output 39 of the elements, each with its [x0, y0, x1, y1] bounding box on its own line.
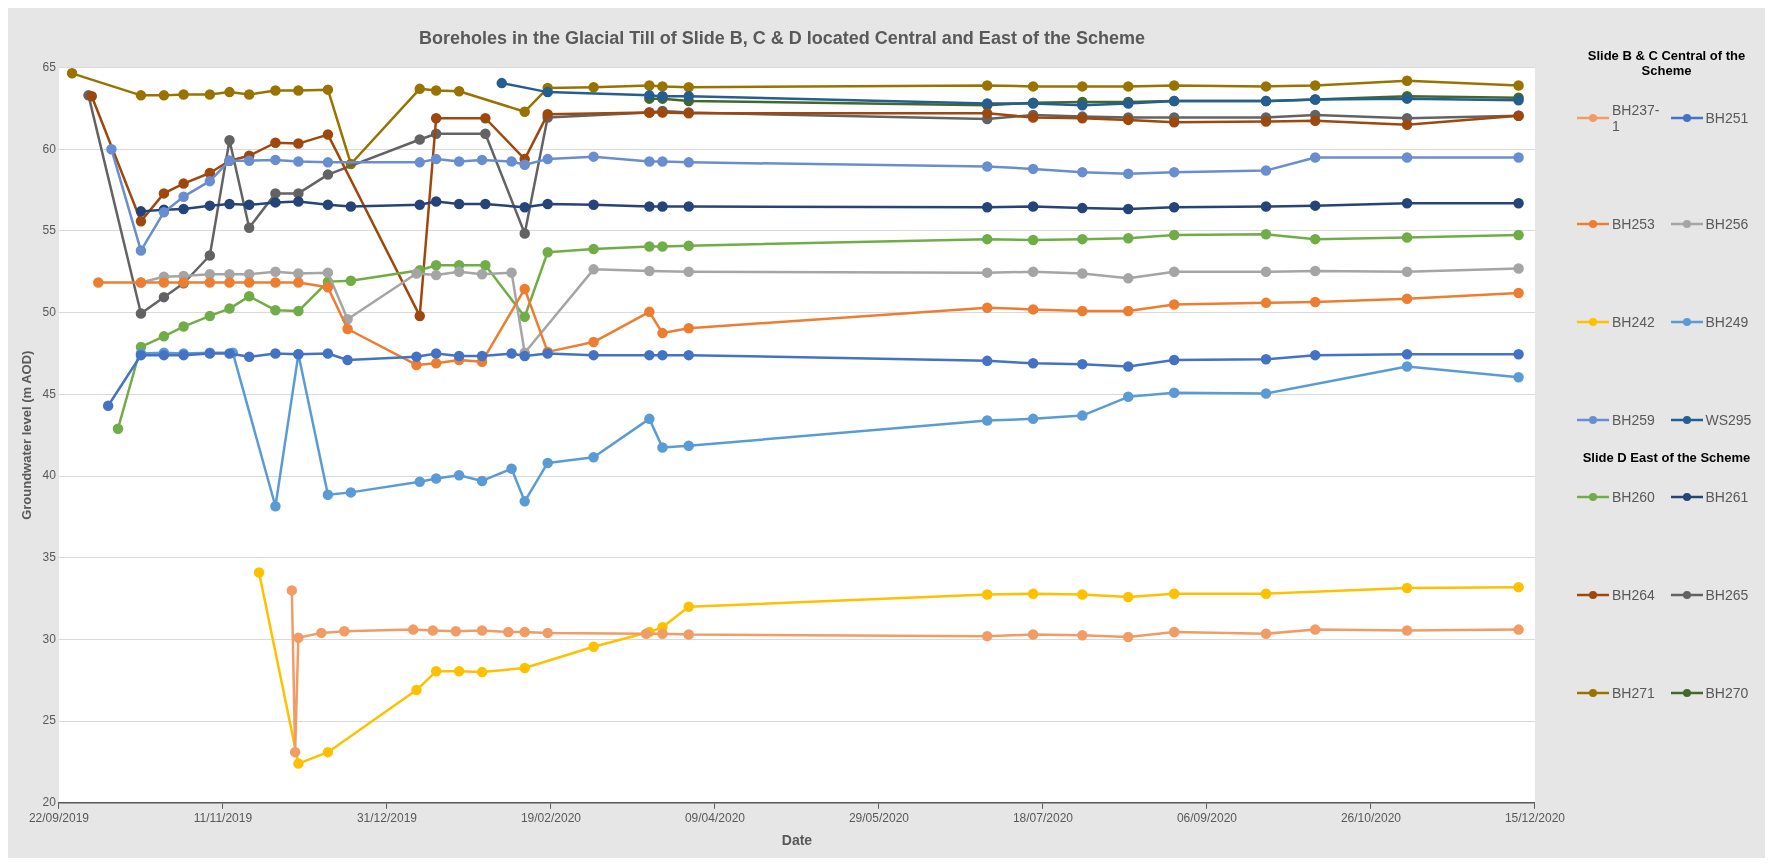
x-tick-label: 26/10/2020: [1340, 811, 1402, 826]
x-tick-label: 18/07/2020: [1012, 811, 1074, 826]
y-tick-label: 35: [42, 550, 57, 565]
x-tick-label: 19/02/2020: [520, 811, 582, 826]
y-tick-label: 45: [42, 386, 57, 401]
legend-label: BH251: [1705, 110, 1749, 126]
legend-label: BH271: [1612, 685, 1655, 701]
legend-label: BH253: [1612, 216, 1655, 232]
y-tick-label: 60: [42, 141, 57, 156]
legend-label: BH256: [1705, 216, 1749, 232]
x-tick-label: 31/12/2019: [356, 811, 418, 826]
legend-label: BH265: [1705, 587, 1749, 603]
y-tick-label: 40: [42, 468, 57, 483]
legend-label: BH259: [1612, 412, 1655, 428]
legend-label: WS295: [1705, 412, 1752, 428]
legend-label: BH264: [1612, 587, 1655, 603]
x-tick-label: 09/04/2020: [684, 811, 746, 826]
y-tick-label: 50: [42, 304, 57, 319]
y-tick-label: 55: [42, 223, 57, 238]
y-tick-label: 30: [42, 631, 57, 646]
legend-label: BH249: [1705, 314, 1749, 330]
x-tick-label: 29/05/2020: [848, 811, 910, 826]
y-tick-label: 65: [42, 59, 57, 74]
x-axis-title: Date: [781, 832, 813, 849]
text: Slide D East of the Scheme: [1581, 450, 1752, 465]
legend-label: BH270: [1705, 685, 1749, 701]
legend-label: BH261: [1705, 489, 1749, 505]
x-tick-label: 22/09/2019: [28, 811, 90, 826]
legend-label: BH242: [1612, 314, 1655, 330]
legend-label: BH237-1: [1612, 102, 1661, 134]
chart-title: Boreholes in the Glacial Till of Slide B, C & D located Central and East of the Scheme: [419, 27, 1145, 48]
legend-label: BH260: [1612, 489, 1655, 505]
x-tick-label: 06/09/2020: [1176, 811, 1238, 826]
y-axis-title: Groundwater level (m AOD): [19, 350, 35, 520]
x-tick-label: 11/11/2019: [193, 811, 253, 826]
y-tick-label: 25: [42, 713, 57, 728]
x-tick-label: 15/12/2020: [1504, 811, 1566, 826]
y-tick-label: 20: [42, 795, 57, 810]
text: Slide B & C Central of the Scheme: [1586, 48, 1747, 78]
